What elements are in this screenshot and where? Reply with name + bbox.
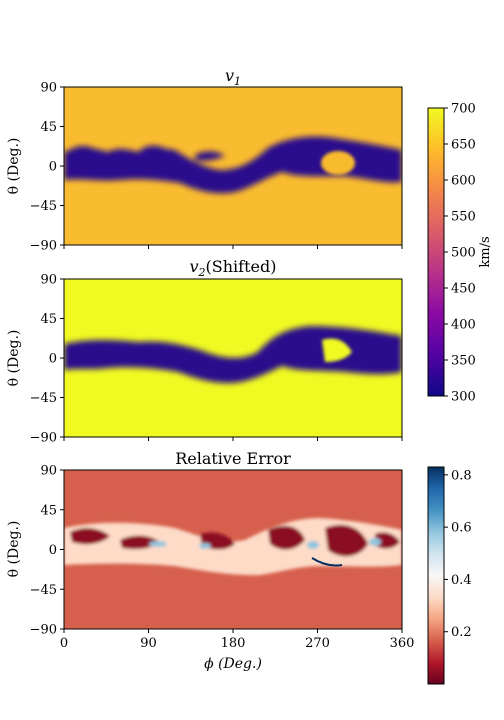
error-band-red-5 [325, 524, 368, 557]
y-tick-label: −90 [30, 431, 57, 446]
ylabel-v2: θ (Deg.) [6, 330, 22, 387]
heatmap-v1 [64, 87, 402, 245]
title-v2: v2(Shifted) [190, 257, 277, 279]
y-tick-label: 45 [40, 503, 57, 518]
error-band-red-1 [70, 528, 110, 545]
error-blue-2 [199, 543, 211, 549]
x-tick-label: 270 [305, 636, 330, 651]
band-lobe-2 [140, 145, 170, 159]
y-tick-label: 0 [49, 543, 57, 558]
colorbar-error-ticks: 0.8 0.6 0.4 0.2 [444, 468, 472, 640]
y-tick-label: 90 [40, 464, 57, 479]
colorbar-tick-label: 300 [451, 390, 476, 405]
colorbar-tick-label: 600 [451, 174, 476, 189]
panel-v1: v1 90 45 0 −45 −90 θ (Deg.) [6, 66, 403, 254]
y-tick-label: −90 [30, 623, 57, 638]
y-tick-label: 0 [49, 352, 57, 367]
colorbar-tick-label: 450 [451, 282, 476, 297]
heatmap-relative-error [64, 470, 402, 629]
error-blue-1 [149, 541, 167, 547]
colorbar-tick-label: 350 [451, 354, 476, 369]
colorbar-tick-label: 0.8 [451, 468, 472, 483]
colorbar-velocity: 700 650 600 550 500 450 400 350 300 km/s [427, 102, 493, 405]
x-tick-label: 90 [140, 636, 157, 651]
x-tick-label: 360 [390, 636, 415, 651]
colorbar-velocity-gradient [427, 107, 445, 397]
x-tick-label: 180 [221, 636, 246, 651]
colorbar-error-gradient [427, 466, 445, 685]
colorbar-tick-label: 0.2 [451, 625, 472, 640]
y-axis-v2: 90 45 0 −45 −90 [30, 273, 64, 446]
x-ticks-v2 [63, 437, 403, 441]
y-tick-label: −90 [30, 239, 57, 254]
ylabel-v1: θ (Deg.) [6, 138, 22, 195]
y-tick-label: −45 [30, 199, 57, 214]
colorbar-error: 0.8 0.6 0.4 0.2 [427, 466, 472, 685]
ylabel-relative-error: θ (Deg.) [6, 521, 22, 578]
error-streak [311, 557, 343, 567]
band-tongue-v2 [322, 338, 352, 362]
title-relative-error: Relative Error [175, 449, 291, 468]
solar-wind-band-v2 [64, 326, 402, 384]
band-lobe-1 [70, 145, 100, 161]
title-v1: v1 [225, 66, 241, 88]
y-axis-v1: 90 45 0 −45 −90 [30, 81, 64, 254]
panel-v2: v2(Shifted) 90 45 0 −45 −90 θ (Deg.) [6, 257, 403, 446]
band-hole-v1 [321, 151, 355, 175]
y-tick-label: 90 [40, 273, 57, 288]
colorbar-tick-label: 400 [451, 318, 476, 333]
error-band-red-4 [268, 525, 305, 550]
error-band-red-6 [375, 532, 400, 549]
band-lobe-3 [195, 151, 225, 161]
colorbar-tick-label: 0.4 [451, 573, 472, 588]
y-tick-label: 0 [49, 160, 57, 175]
y-tick-label: 45 [40, 312, 57, 327]
heatmap-v2 [64, 279, 402, 437]
x-axis-relative-error: 0 90 180 270 360 [60, 629, 415, 651]
x-ticks-v1 [63, 245, 403, 249]
colorbar-tick-label: 0.6 [451, 521, 472, 536]
colorbar-velocity-ticks: 700 650 600 550 500 450 400 350 300 [444, 102, 476, 405]
y-tick-label: 45 [40, 120, 57, 135]
y-tick-label: −45 [30, 583, 57, 598]
error-band-red-2 [120, 535, 160, 550]
y-tick-label: 90 [40, 81, 57, 96]
x-tick-label: 0 [60, 636, 68, 651]
error-blue-3 [307, 541, 319, 549]
error-blue-4 [369, 538, 381, 546]
colorbar-tick-label: 500 [451, 246, 476, 261]
xlabel-relative-error: ϕ (Deg.) [204, 656, 262, 672]
y-tick-label: −45 [30, 391, 57, 406]
colorbar-tick-label: 550 [451, 210, 476, 225]
colorbar-tick-label: 650 [451, 138, 476, 153]
colorbar-tick-label: 700 [451, 102, 476, 117]
y-axis-relative-error: 90 45 0 −45 −90 [30, 464, 64, 638]
colorbar-velocity-label: km/s [478, 236, 493, 267]
